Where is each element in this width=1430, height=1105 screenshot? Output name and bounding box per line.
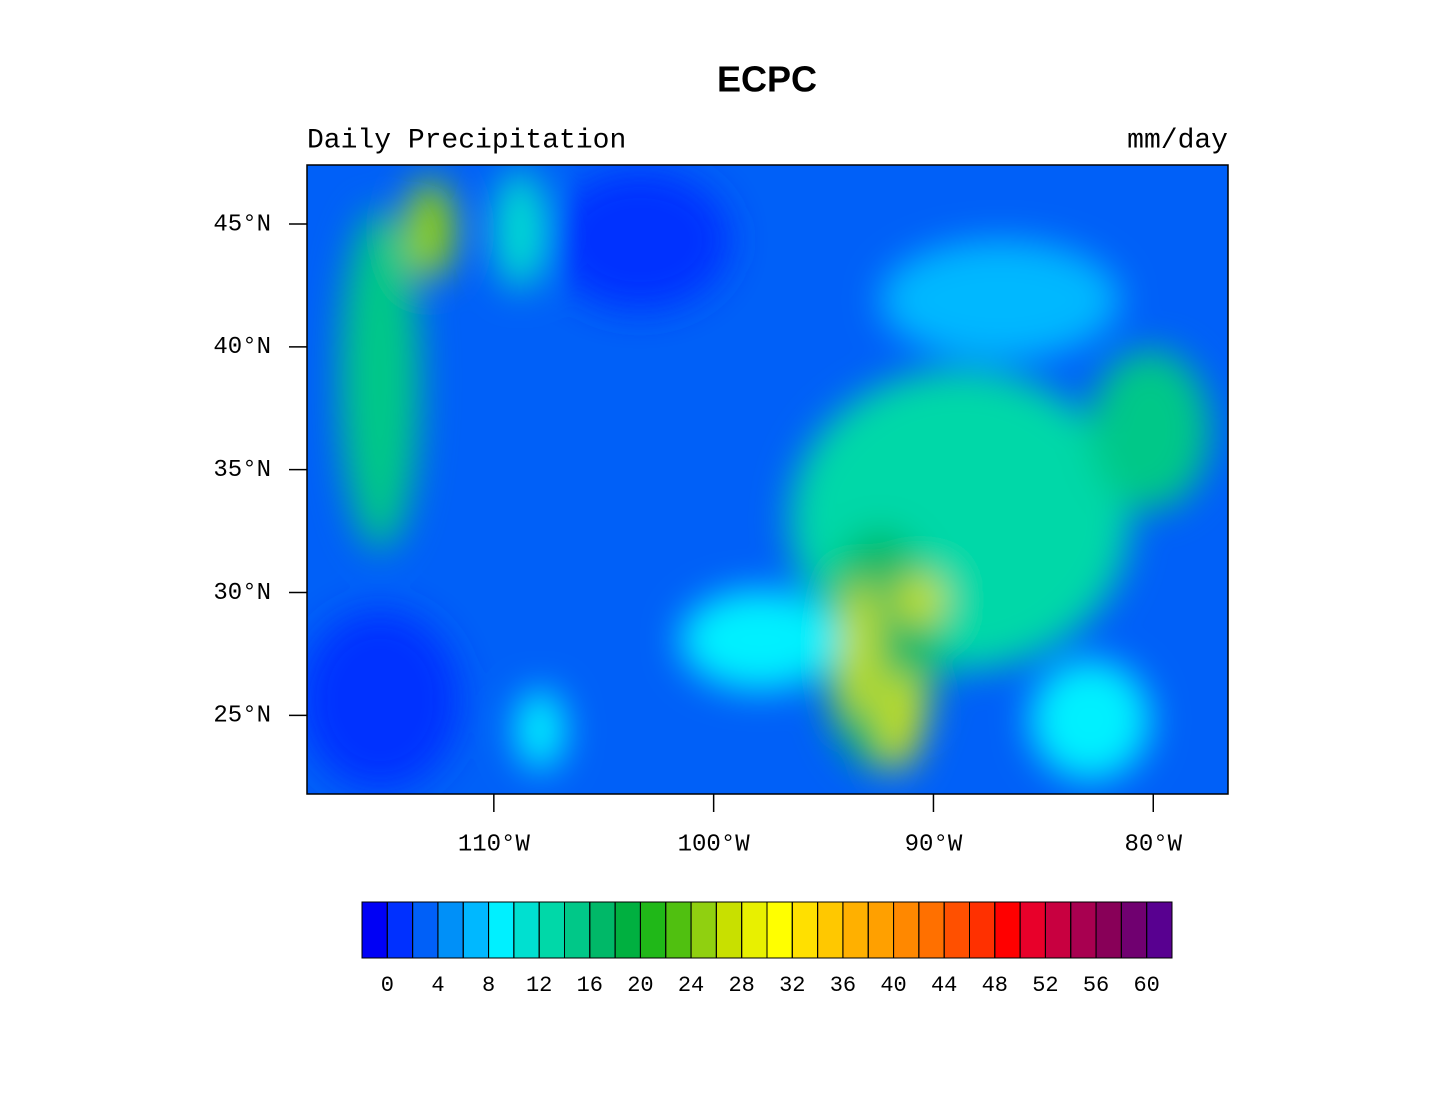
colorbar-box <box>690 901 717 959</box>
colorbar-label: 4 <box>431 973 444 998</box>
y-tick-label: 30°N <box>213 580 271 607</box>
colorbar-box <box>918 901 945 959</box>
colorbar-box <box>1146 901 1173 959</box>
y-tick-label: 35°N <box>213 457 271 484</box>
colorbar-label: 16 <box>577 973 603 998</box>
y-tick-label: 45°N <box>213 211 271 238</box>
y-tick-label: 40°N <box>213 334 271 361</box>
colorbar-box <box>715 901 743 959</box>
colorbar-box <box>893 901 920 959</box>
colorbar-box <box>994 901 1021 959</box>
colorbar-box <box>462 901 490 959</box>
x-tick-label: 100°W <box>678 831 751 858</box>
map-frame <box>306 164 1229 795</box>
map-title: ECPC <box>717 59 817 100</box>
y-tick-label: 25°N <box>213 703 271 730</box>
colorbar-label: 0 <box>381 973 394 998</box>
colorbar-box <box>589 901 616 959</box>
colorbar-box <box>969 901 996 959</box>
colorbar-label: 12 <box>526 973 552 998</box>
x-tick-label: 80°W <box>1124 831 1182 858</box>
colorbar-box <box>1019 901 1046 959</box>
colorbar-box <box>513 901 540 959</box>
colorbar-box <box>639 901 667 959</box>
colorbar-box <box>488 901 515 959</box>
colorbar-label: 32 <box>779 973 805 998</box>
colorbar-box <box>665 901 692 959</box>
colorbar-box <box>386 901 414 959</box>
colorbar-box <box>817 901 844 959</box>
colorbar-box <box>1070 901 1097 959</box>
colorbar-label: 56 <box>1083 973 1109 998</box>
colorbar-box <box>766 901 793 959</box>
colorbar-label: 44 <box>931 973 957 998</box>
colorbar-label: 8 <box>482 973 495 998</box>
x-tick-label: 90°W <box>905 831 963 858</box>
colorbar-label: 20 <box>627 973 653 998</box>
colorbar-label: 24 <box>678 973 704 998</box>
colorbar-box <box>791 901 819 959</box>
colorbar-box <box>614 901 641 959</box>
colorbar-box <box>1044 901 1072 959</box>
colorbar-box <box>867 901 895 959</box>
colorbar-box <box>412 901 439 959</box>
x-tick-label: 110°W <box>458 831 531 858</box>
colorbar-box <box>564 901 591 959</box>
colorbar-label: 48 <box>982 973 1008 998</box>
precip-field <box>307 165 1228 794</box>
right-subtitle: mm/day <box>1127 125 1228 156</box>
colorbar-box <box>741 901 768 959</box>
colorbar-box <box>943 901 970 959</box>
colorbar-label: 40 <box>880 973 906 998</box>
colorbar-label: 52 <box>1032 973 1058 998</box>
left-subtitle: Daily Precipitation <box>307 125 626 156</box>
colorbar-label: 28 <box>728 973 754 998</box>
colorbar-label: 60 <box>1133 973 1159 998</box>
colorbar-box <box>538 901 565 959</box>
colorbar-box <box>1095 901 1122 959</box>
colorbar-box <box>361 901 388 959</box>
colorbar-box <box>437 901 464 959</box>
colorbar-label: 36 <box>830 973 856 998</box>
colorbar-box <box>1120 901 1148 959</box>
colorbar-box <box>842 901 869 959</box>
